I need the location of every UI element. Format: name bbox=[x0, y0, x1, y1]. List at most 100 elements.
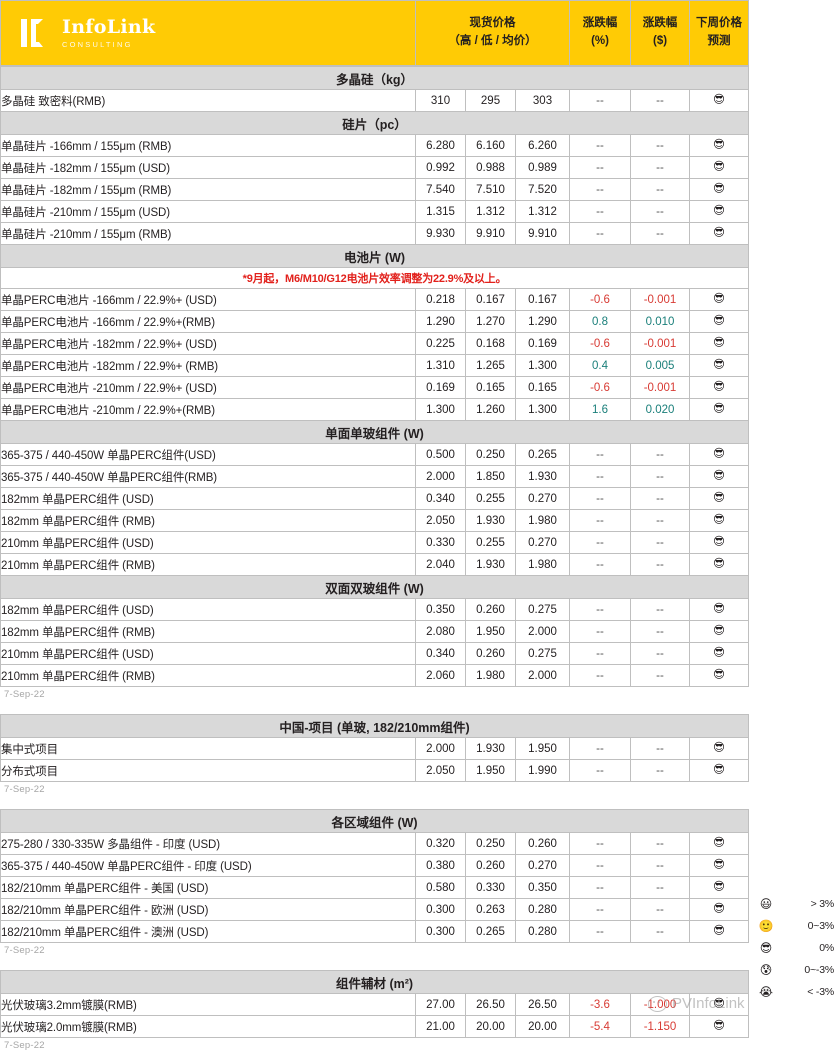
cell-high: 0.300 bbox=[415, 920, 466, 943]
block-spacer bbox=[0, 960, 840, 970]
table-row[interactable]: 集中式项目 2.000 1.930 1.950 -- -- 😎 bbox=[0, 737, 750, 760]
cell-avg: 1.980 bbox=[515, 509, 570, 532]
table-row[interactable]: 182/210mm 单晶PERC组件 - 美国 (USD) 0.580 0.330 0… bbox=[0, 876, 750, 899]
table-row[interactable]: 182/210mm 单晶PERC组件 - 澳洲 (USD) 0.300 0.265 0… bbox=[0, 920, 750, 943]
section-note: *9月起，M6/M10/G12电池片效率调整为22.9%及以上。 bbox=[0, 267, 749, 289]
table-row[interactable]: 单晶PERC电池片 -182mm / 22.9%+ (USD) 0.225 0.16… bbox=[0, 332, 749, 355]
cell-change-pct: -- bbox=[569, 222, 631, 245]
cell-low: 1.930 bbox=[465, 737, 516, 760]
table-row[interactable]: 单晶PERC电池片 -210mm / 22.9%+ (USD) 0.169 0.16… bbox=[0, 376, 749, 399]
table-row[interactable]: 单晶PERC电池片 -166mm / 22.9%+ (USD) 0.218 0.16… bbox=[0, 288, 749, 311]
table-row[interactable]: 182/210mm 单晶PERC组件 - 欧洲 (USD) 0.300 0.263 0… bbox=[0, 898, 750, 921]
cell-change-pct: -- bbox=[569, 598, 631, 621]
table-row[interactable]: 365-375 / 440-450W 单晶PERC组件(RMB) 2.000 1.8… bbox=[0, 465, 749, 488]
cell-high: 9.930 bbox=[415, 222, 466, 245]
table-row[interactable]: 182mm 单晶PERC组件 (USD) 0.340 0.255 0.270 -- -- 😎 bbox=[0, 487, 749, 510]
cell-avg: 0.167 bbox=[515, 288, 570, 311]
cell-avg: 26.50 bbox=[515, 993, 570, 1016]
cell-avg: 0.280 bbox=[515, 920, 570, 943]
table-row[interactable]: 单晶硅片 -182mm / 155μm (USD) 0.992 0.988 0.989… bbox=[0, 156, 749, 179]
header-spot-price-line1: 现货价格 bbox=[469, 17, 516, 30]
table-row[interactable]: 182mm 单晶PERC组件 (RMB) 2.080 1.950 2.000 -- -- 😎 bbox=[0, 620, 749, 643]
cell-change-usd: -- bbox=[630, 443, 690, 466]
cell-low: 26.50 bbox=[465, 993, 516, 1016]
table-row[interactable]: 单晶硅片 -182mm / 155μm (RMB) 7.540 7.510 7.520… bbox=[0, 178, 749, 201]
cell-change-usd: -0.001 bbox=[630, 288, 690, 311]
cell-change-usd: -- bbox=[630, 898, 690, 921]
table-row[interactable]: 365-375 / 440-450W 单晶PERC组件 - 印度 (USD) 0.… bbox=[0, 854, 750, 877]
cell-change-usd: -- bbox=[630, 509, 690, 532]
table-row[interactable]: 光伏玻璃3.2mm镀膜(RMB) 27.00 26.50 26.50 -3.6 -1.00… bbox=[0, 993, 750, 1016]
cell-high: 2.000 bbox=[415, 737, 466, 760]
cell-forecast-emoji: 😎 bbox=[688, 898, 750, 921]
cell-low: 0.260 bbox=[465, 598, 516, 621]
cell-forecast-emoji: 😎 bbox=[689, 156, 749, 179]
cell-change-pct: -- bbox=[569, 487, 631, 510]
cell-change-pct: -- bbox=[569, 832, 631, 855]
cell-low: 0.260 bbox=[465, 642, 516, 665]
table-row[interactable]: 365-375 / 440-450W 单晶PERC组件(USD) 0.500 0.2… bbox=[0, 443, 749, 466]
legend-range: 0% bbox=[819, 942, 834, 954]
cell-change-usd: -- bbox=[630, 89, 690, 112]
table-row[interactable]: 182mm 单晶PERC组件 (USD) 0.350 0.260 0.275 -- -- 😎 bbox=[0, 598, 749, 621]
cell-forecast-emoji: 😎 bbox=[689, 89, 749, 112]
cell-low: 0.255 bbox=[465, 531, 516, 554]
cell-change-pct: -- bbox=[569, 465, 631, 488]
cell-avg: 0.275 bbox=[515, 642, 570, 665]
cell-avg: 0.350 bbox=[515, 876, 570, 899]
table-row[interactable]: 275-280 / 330-335W 多晶组件 - 印度 (USD) 0.320 0… bbox=[0, 832, 750, 855]
row-label: 182/210mm 单晶PERC组件 - 美国 (USD) bbox=[0, 876, 416, 899]
row-label: 多晶硅 致密料(RMB) bbox=[0, 89, 416, 112]
table-row[interactable]: 多晶硅 致密料(RMB) 310 295 303 -- -- 😎 bbox=[0, 89, 749, 112]
cell-avg: 0.169 bbox=[515, 332, 570, 355]
cell-high: 0.350 bbox=[415, 598, 466, 621]
section-title: 双面双玻组件 (W) bbox=[0, 575, 749, 599]
row-label: 182mm 单晶PERC组件 (USD) bbox=[0, 487, 416, 510]
header-forecast-line1: 下周价格 bbox=[696, 17, 743, 30]
price-table: 多晶硅（kg） 多晶硅 致密料(RMB) 310 295 303 -- -- 😎 硅片（pc）单… bbox=[0, 66, 749, 687]
cell-high: 0.340 bbox=[415, 642, 466, 665]
legend-emoji-icon: 😃 bbox=[759, 897, 773, 911]
cell-low: 0.260 bbox=[465, 854, 516, 877]
cell-change-pct: -- bbox=[569, 876, 631, 899]
cell-low: 0.250 bbox=[465, 832, 516, 855]
table-row[interactable]: 单晶PERC电池片 -210mm / 22.9%+(RMB) 1.300 1.260… bbox=[0, 398, 749, 421]
table-row[interactable]: 光伏玻璃2.0mm镀膜(RMB) 21.00 20.00 20.00 -5.4 -1.15… bbox=[0, 1015, 750, 1038]
table-row[interactable]: 210mm 单晶PERC组件 (USD) 0.330 0.255 0.270 -- -- 😎 bbox=[0, 531, 749, 554]
cell-high: 2.050 bbox=[415, 759, 466, 782]
cell-avg: 0.265 bbox=[515, 443, 570, 466]
cell-change-usd: -1.150 bbox=[630, 1015, 690, 1038]
row-label: 365-375 / 440-450W 单晶PERC组件 - 印度 (USD) bbox=[0, 854, 416, 877]
cell-low: 1.270 bbox=[465, 310, 516, 333]
cell-forecast-emoji: 😎 bbox=[689, 465, 749, 488]
table-row[interactable]: 分布式项目 2.050 1.950 1.990 -- -- 😎 bbox=[0, 759, 750, 782]
cell-high: 7.540 bbox=[415, 178, 466, 201]
cell-change-usd: -- bbox=[630, 465, 690, 488]
cell-change-usd: -- bbox=[630, 178, 690, 201]
cell-change-pct: 1.6 bbox=[569, 398, 631, 421]
cell-high: 2.080 bbox=[415, 620, 466, 643]
row-label: 182mm 单晶PERC组件 (RMB) bbox=[0, 509, 416, 532]
table-header: InfoLink CONSULTING 现货价格 （高 / 低 / 均价） 涨跌… bbox=[0, 0, 750, 66]
cell-high: 0.500 bbox=[415, 443, 466, 466]
table-row[interactable]: 单晶PERC电池片 -182mm / 22.9%+ (RMB) 1.310 1.26… bbox=[0, 354, 749, 377]
table-row[interactable]: 单晶硅片 -210mm / 155μm (RMB) 9.930 9.910 9.910… bbox=[0, 222, 749, 245]
table-row[interactable]: 210mm 单晶PERC组件 (RMB) 2.060 1.980 2.000 -- -- 😎 bbox=[0, 664, 749, 687]
section-header-row: 单面单玻组件 (W) bbox=[0, 420, 749, 444]
legend-emoji-icon: 😰 bbox=[759, 963, 773, 977]
table-row[interactable]: 单晶PERC电池片 -166mm / 22.9%+(RMB) 1.290 1.270… bbox=[0, 310, 749, 333]
table-row[interactable]: 210mm 单晶PERC组件 (RMB) 2.040 1.930 1.980 -- -- 😎 bbox=[0, 553, 749, 576]
cell-avg: 0.270 bbox=[515, 854, 570, 877]
table-row[interactable]: 单晶硅片 -210mm / 155μm (USD) 1.315 1.312 1.312… bbox=[0, 200, 749, 223]
table-row[interactable]: 单晶硅片 -166mm / 155μm (RMB) 6.280 6.160 6.260… bbox=[0, 134, 749, 157]
cell-forecast-emoji: 😎 bbox=[689, 642, 749, 665]
cell-change-usd: -1.000 bbox=[630, 993, 690, 1016]
row-label: 182/210mm 单晶PERC组件 - 欧洲 (USD) bbox=[0, 898, 416, 921]
legend-item: 🙂 0~3% bbox=[758, 915, 835, 937]
cell-forecast-emoji: 😎 bbox=[688, 832, 750, 855]
table-row[interactable]: 210mm 单晶PERC组件 (USD) 0.340 0.260 0.275 -- -- 😎 bbox=[0, 642, 749, 665]
cell-forecast-emoji: 😎 bbox=[689, 332, 749, 355]
table-row[interactable]: 182mm 单晶PERC组件 (RMB) 2.050 1.930 1.980 -- -- 😎 bbox=[0, 509, 749, 532]
price-blocks: 多晶硅（kg） 多晶硅 致密料(RMB) 310 295 303 -- -- 😎 硅片（pc）单… bbox=[0, 66, 840, 1055]
cell-change-pct: -- bbox=[569, 737, 631, 760]
